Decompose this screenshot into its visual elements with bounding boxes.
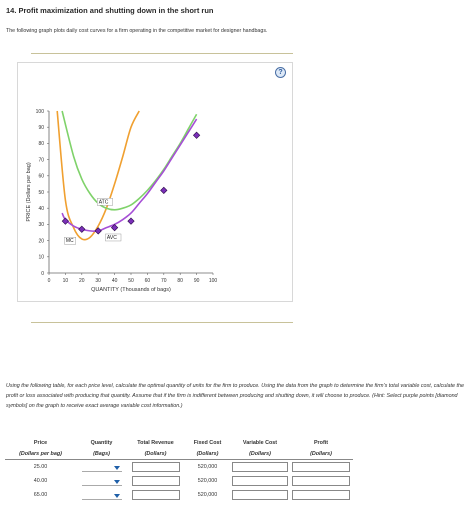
x-tick-label: 20 [79,278,85,284]
curve-label-box [64,237,77,245]
x-axis-label: QUANTITY (Thousands of bags) [91,287,171,293]
x-tick-label: 100 [209,278,218,284]
curve-label: AVC [107,235,117,241]
unit-profit: (Dollars) [289,448,353,460]
profit-input[interactable] [292,476,350,486]
answer-table: Price Quantity Total Revenue Fixed Cost … [5,437,353,502]
x-tick-label: 50 [128,278,134,284]
fixed-cost-cell: 520,000 [197,464,218,470]
header-price: Price [33,439,48,446]
unit-variable-cost: (Dollars) [231,448,289,460]
avc-point-diamond[interactable] [94,227,102,235]
curve-label-box [96,198,113,206]
profit-input[interactable] [292,462,350,472]
y-tick-label: 100 [36,109,45,115]
price-cell: 25.00 [33,464,48,470]
unit-price: (Dollars per bag) [5,448,76,460]
avc-point-diamond[interactable] [192,131,201,139]
header-quantity: Quantity [90,439,113,446]
chevron-down-icon [113,493,120,498]
quantity-dropdown[interactable] [81,477,122,486]
y-axis-label: PRICE (Dollars per bag) [26,162,32,221]
y-tick-label: 40 [38,206,44,212]
y-tick-label: 80 [38,141,44,147]
help-icon[interactable]: ? [275,67,286,78]
chevron-down-icon [113,465,120,470]
table-row: 40.00 520,000 [5,474,353,488]
intro-text: The following graph plots daily cost cur… [6,28,268,34]
unit-total-revenue: (Dollars) [127,448,184,460]
avc-point-diamond[interactable] [78,225,86,233]
header-profit: Profit [313,439,329,446]
atc-curve [61,110,198,211]
curve-label-box [105,233,122,242]
curve-label: MC [66,238,74,244]
x-tick-label: 80 [177,278,183,284]
fixed-cost-cell: 520,000 [197,492,218,498]
avc-point-diamond[interactable] [160,186,168,195]
table-row: 65.00 520,000 [5,488,353,502]
avc-curve [61,118,198,232]
quantity-dropdown[interactable] [81,491,122,500]
page-title: 14. Profit maximization and shutting dow… [6,6,214,15]
x-tick-label: 30 [95,278,101,284]
chevron-down-icon [113,479,120,484]
price-cell: 40.00 [33,478,48,484]
x-tick-label: 10 [63,278,69,284]
profit-input[interactable] [292,490,350,500]
y-tick-label: 10 [38,255,44,261]
unit-fixed-cost: (Dollars) [184,448,231,460]
total-revenue-input[interactable] [131,462,180,472]
divider-top [31,53,293,54]
price-cell: 65.00 [33,492,48,498]
x-tick-label: 40 [112,278,118,284]
x-tick-label: 90 [194,278,200,284]
total-revenue-input[interactable] [131,490,180,500]
variable-cost-input[interactable] [232,476,288,486]
header-variable-cost: Variable Cost [242,439,278,446]
avc-point-diamond[interactable] [61,217,70,225]
y-tick-label: 20 [38,238,44,244]
quantity-dropdown[interactable] [81,463,122,472]
y-tick-label: 90 [38,125,44,131]
unit-quantity: (Bags) [76,448,127,460]
curve-label: ATC [99,199,109,205]
header-fixed-cost: Fixed Cost [193,439,222,446]
y-tick-label: 50 [38,190,44,196]
y-tick-label: 60 [38,174,44,180]
header-total-revenue: Total Revenue [137,439,174,446]
y-tick-label: 0 [41,271,44,277]
avc-point-diamond[interactable] [110,224,119,232]
divider-bottom [31,322,293,323]
mc-curve [56,110,140,241]
cost-curves-chart[interactable]: 0 10 20 30 40 50 60 70 80 90 100 0 10 20 30 40 50 60 70 80 9… [18,63,292,301]
x-tick-label: 0 [48,278,51,284]
instructions-text: Using the following table, for each pric… [6,383,464,410]
graph-panel: 0 10 20 30 40 50 60 70 80 90 100 0 10 20 30 40 50 60 70 80 9… [17,62,293,302]
avc-point-diamond[interactable] [127,217,135,225]
x-tick-label: 70 [161,278,167,284]
total-revenue-input[interactable] [131,476,180,486]
y-tick-label: 70 [38,157,44,163]
variable-cost-input[interactable] [232,462,288,472]
variable-cost-input[interactable] [232,490,288,500]
table-row: 25.00 520,000 [5,460,353,475]
y-tick-label: 30 [38,222,44,228]
fixed-cost-cell: 520,000 [197,478,218,484]
x-tick-label: 60 [145,278,151,284]
